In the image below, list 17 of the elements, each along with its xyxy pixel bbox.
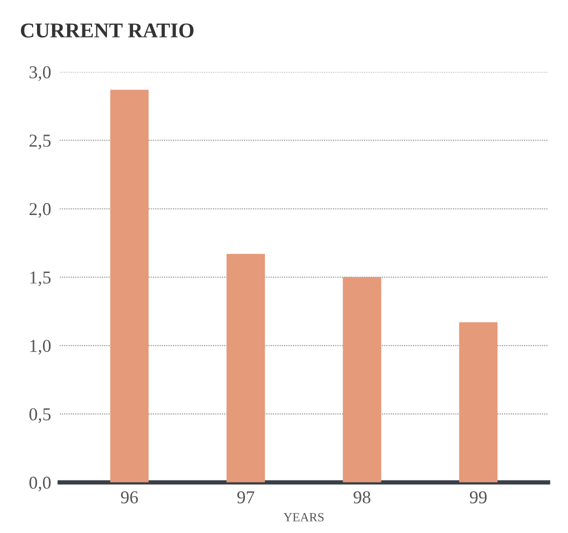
bar [226, 254, 265, 482]
y-tick-label: 0,5 [29, 408, 51, 424]
y-tick-label: 1,5 [30, 272, 51, 286]
x-tick-label: 96 [120, 491, 138, 504]
y-tick-label: 2,0 [30, 203, 51, 218]
y-tick-label: 2,5 [30, 134, 51, 150]
y-tick-label: 1,0 [30, 340, 51, 355]
bar [110, 90, 149, 482]
x-tick-label: 98 [354, 491, 370, 504]
x-tick-label: 97 [237, 491, 254, 504]
x-axis-title: YEARS [284, 513, 324, 522]
chart-title: CURRENT RATIO [20, 24, 194, 38]
bar [459, 322, 498, 482]
x-tick-label: 99 [470, 491, 487, 504]
y-tick-label: 0,0 [29, 476, 51, 492]
y-tick-label: 3,0 [30, 66, 51, 81]
bar [342, 277, 382, 482]
